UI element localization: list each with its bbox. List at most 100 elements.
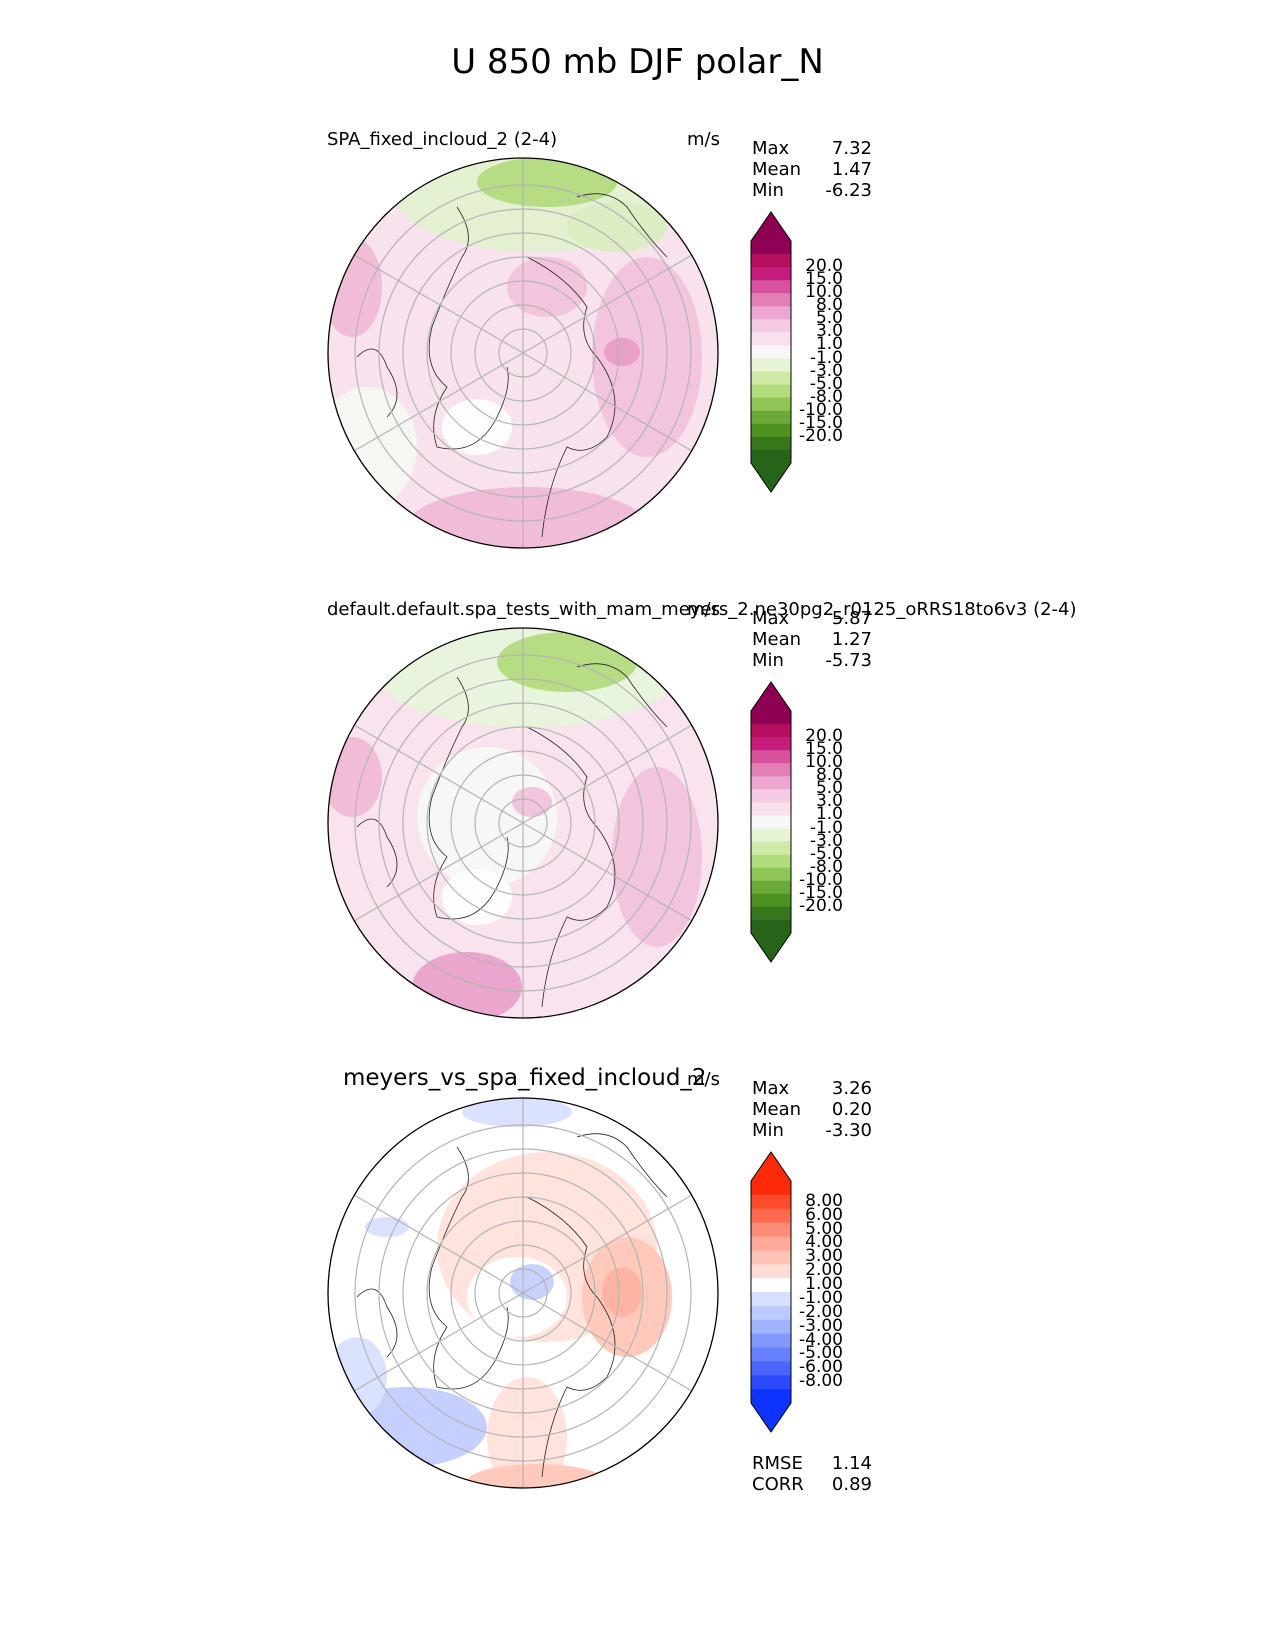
panel-3-corr-label: CORR [752,1474,804,1495]
panel-3-graticule [353,1098,693,1488]
panel-1-field-pink-spot [604,338,640,366]
panel-1-colorbar-bin [751,332,791,346]
panel-3-rmse-value: 1.14 [831,1453,872,1474]
panel-1-colorbar-tick-label: -20.0 [799,425,843,446]
panel-2-field-white-center [417,747,557,887]
panel-2-map [327,627,719,1019]
panel-3-colorbar-bin [751,1333,791,1348]
panel-1-colorbar-bin [751,449,791,464]
panel-3-min-label: Min [752,1120,784,1141]
panel-3-map [327,1097,719,1489]
panel-3-colorbar-tick-label: -5.00 [799,1343,843,1364]
panel-1-mean-label: Mean [752,159,802,180]
panel-3-colorbar-tick-label: 1.00 [805,1274,843,1295]
panel-3-colorbar-outline [750,1151,792,1433]
panel-2-colorbar-bin [751,828,791,843]
panel-1-colorbar-outline [750,211,792,493]
panel-1-field-pink-east [592,257,702,457]
panel-2-colorbar-under-extend [751,933,791,962]
panel-1-colorbar-bin [751,371,791,386]
panel-2-colorbar-bin [751,802,791,816]
panel-2-colorbar-tick-label: -5.0 [809,843,843,864]
panel-1-colorbar-tick-label: 15.0 [805,269,843,290]
panel-1-colorbar-bin [751,436,791,451]
panel-3-title: meyers_vs_spa_fixed_incloud_2 [343,1065,707,1091]
panel-3-colorbar-over-extend [751,1152,791,1181]
panel-2-colorbar-bin [751,906,791,921]
panel-1-colorbar [750,211,792,493]
panel-3-colorbar-bin [751,1250,791,1265]
panel-2-colorbar-over-extend [751,682,791,711]
panel-1-colorbar-bin [751,293,791,307]
panel-1-max-label: Max [752,138,790,159]
panel-2-colorbar-tick-label: 5.0 [815,778,843,799]
panel-2-graticule [353,628,693,1018]
panel-3-field-red-core [602,1267,642,1317]
panel-3-colorbar-bin [751,1305,791,1321]
panel-2-field-green-core [497,632,637,692]
figure-title: U 850 mb DJF polar_N [451,42,824,82]
panel-2-colorbar-tick-label: -1.0 [809,817,843,838]
panel-2-colorbar-tick-label: -3.0 [809,830,843,851]
panel-2-mean-value: 1.27 [831,629,872,650]
panel-3-colorbar-bin [751,1208,791,1224]
panel-1-colorbar-bin [751,319,791,333]
panel-2-colorbar-bin [751,763,791,777]
panel-1-colorbar-tick-label: -3.0 [809,360,843,381]
panel-2-mean-label: Mean [752,629,802,650]
panel-1-colorbar-bin [751,280,791,294]
panel-1-colorbar-tick-label: -8.0 [809,386,843,407]
panel-2-map-frame [327,627,719,1019]
panel-2-colorbar-bin [751,724,791,738]
panel-3-colorbar-under-extend [751,1403,791,1432]
panel-1-colorbar-tick-label: 5.0 [815,308,843,329]
panel-1-map [327,157,719,549]
panel-1-colorbar-bin [751,345,791,360]
panel-1-field-green-ne [567,202,667,252]
panel-2-colorbar-bin [751,893,791,908]
panel-3-colorbar-bin [751,1264,791,1279]
panel-2-min-label: Min [752,650,784,671]
panel-1-coastline [356,193,668,538]
panel-3-coastline [356,1133,668,1478]
panel-3-mean-value: 0.20 [831,1099,872,1120]
panel-3-colorbar-tick-label: -3.00 [799,1315,843,1336]
panel-1-colorbar-tick-label: 3.0 [815,321,843,342]
panel-3-max-value: 3.26 [831,1078,872,1099]
panel-1-colorbar-tick-label: 10.0 [805,282,843,303]
panel-2-colorbar-bin [751,815,791,830]
panel-1-colorbar-tick-label: -15.0 [799,412,843,433]
panel-1-colorbar-bin [751,423,791,438]
panel-2-max-value: 5.87 [831,608,872,629]
panel-3-colorbar-tick-label: 4.00 [805,1232,843,1253]
panel-2-colorbar-tick-label: 3.0 [815,791,843,812]
panel-2-colorbar-tick-label: -8.0 [809,856,843,877]
panel-2-colorbar-bin [751,737,791,751]
panel-3-colorbar-bin [751,1222,791,1237]
panel-1-min-label: Min [752,180,784,201]
panel-3-colorbar-bin [751,1181,791,1196]
panel-2-colorbar-bin [751,919,791,934]
panel-1-max-value: 7.32 [831,138,872,159]
panel-1-mean-value: 1.47 [831,159,872,180]
panel-2-title: default.default.spa_tests_with_mam_meyer… [327,599,1077,620]
panel-2-colorbar [750,681,792,963]
panel-3-colorbar-bin [751,1375,791,1390]
panel-1-field-pink-center [507,257,587,317]
panel-2-colorbar-bin [751,880,791,895]
panel-1-colorbar-tick-label: 20.0 [805,256,843,277]
panel-2-colorbar-tick-label: 8.0 [815,765,843,786]
panel-2-colorbar-bin [751,867,791,882]
panel-2-colorbar-tick-label: -20.0 [799,895,843,916]
panel-3-field-red-south-2 [467,1464,607,1488]
panel-3-corr-value: 0.89 [831,1474,872,1495]
panel-3-map-frame [327,1097,719,1489]
panel-3-colorbar-tick-label: 3.00 [805,1246,843,1267]
panel-2-max-label: Max [752,608,790,629]
panel-1-colorbar-tick-label: 1.0 [815,334,843,355]
panel-1-colorbar-bin [751,358,791,373]
panel-1-colorbar-tick-label: -5.0 [809,373,843,394]
panel-3-max-label: Max [752,1078,790,1099]
panel-2-colorbar-tick-label: 20.0 [805,726,843,747]
panel-1-units: m/s [687,129,720,150]
